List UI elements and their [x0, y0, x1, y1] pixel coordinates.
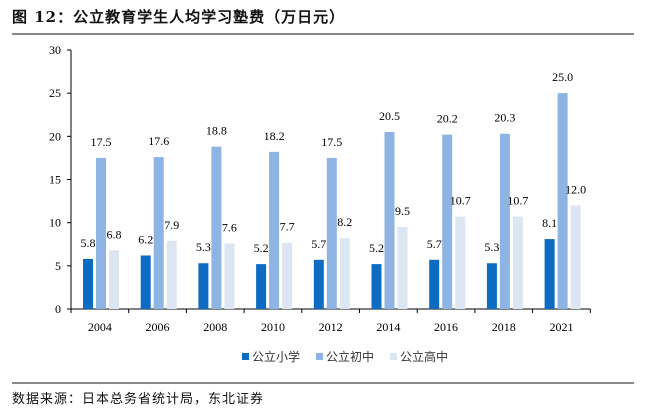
bar: [371, 264, 382, 309]
data-label: 5.8: [81, 236, 96, 250]
y-tick-label: 10: [49, 216, 61, 230]
data-label: 5.2: [254, 241, 269, 255]
legend-item-junior: 公立初中: [315, 348, 374, 365]
x-tick-label: 2018: [492, 320, 516, 334]
data-label: 25.0: [552, 70, 573, 84]
y-tick-label: 15: [49, 173, 61, 187]
bar-chart: 0 5 10 15 20 25 30 2004 5.8 17.5 6.8 2006 6.2 17.6 7.9…: [49, 43, 591, 334]
bar: [96, 157, 106, 309]
data-label: 18.8: [206, 124, 227, 138]
data-label: 20.3: [494, 111, 515, 125]
x-tick-label: 2014: [376, 320, 400, 334]
source-divider: [12, 382, 634, 384]
data-label: 8.2: [337, 215, 352, 229]
data-label: 7.9: [164, 218, 179, 232]
bar: [166, 240, 177, 309]
data-label: 17.6: [148, 134, 169, 148]
data-label: 10.7: [507, 194, 528, 208]
x-tick-label: 2006: [146, 320, 170, 334]
bar: [544, 239, 555, 309]
data-label: 17.5: [321, 135, 342, 149]
data-label: 10.7: [450, 194, 471, 208]
bar: [224, 243, 235, 309]
data-label: 6.8: [107, 227, 122, 241]
data-label: 18.2: [264, 129, 285, 143]
x-tick-label: 2021: [549, 320, 573, 334]
data-label: 6.2: [138, 232, 153, 246]
bar: [109, 250, 119, 309]
bar: [256, 264, 267, 309]
bar: [269, 151, 280, 309]
bar: [153, 157, 164, 309]
data-label: 7.7: [280, 220, 295, 234]
title-divider: [12, 33, 634, 35]
y-tick-label: 20: [49, 129, 61, 143]
bar: [140, 255, 151, 309]
legend: 公立小学 公立初中 公立高中: [0, 348, 660, 365]
bar: [397, 226, 408, 309]
bar: [486, 263, 497, 309]
figure-title: 图 12：公立教育学生人均学习塾费（万日元）: [12, 8, 346, 26]
data-label: 20.2: [437, 112, 458, 126]
x-tick-label: 2012: [319, 320, 343, 334]
data-label: 7.6: [222, 220, 237, 234]
bar: [282, 242, 293, 309]
bar: [429, 259, 440, 309]
legend-item-primary: 公立小学: [241, 348, 300, 365]
y-tick-label: 0: [55, 302, 61, 316]
source-note: 数据来源：日本总务省统计局，东北证券: [12, 392, 265, 407]
y-tick-label: 5: [55, 259, 61, 273]
bar: [455, 216, 466, 309]
bar: [339, 238, 350, 309]
bar: [326, 157, 337, 309]
data-label: 8.1: [542, 216, 557, 230]
x-tick-label: 2010: [261, 320, 285, 334]
data-label: 5.7: [427, 237, 442, 251]
y-tick-label: 25: [49, 86, 61, 100]
bar: [211, 146, 222, 309]
x-tick-label: 2016: [434, 320, 458, 334]
bar: [512, 216, 523, 309]
y-tick-label: 30: [49, 43, 61, 57]
data-label: 5.2: [369, 241, 384, 255]
bar: [198, 263, 209, 309]
bar: [313, 259, 324, 309]
legend-swatch: [390, 353, 397, 360]
data-label: 5.3: [484, 240, 499, 254]
legend-label: 公立初中: [325, 350, 374, 364]
legend-label: 公立高中: [400, 350, 449, 364]
legend-swatch: [241, 353, 249, 360]
bar: [570, 205, 581, 309]
bar: [442, 134, 453, 309]
data-label: 12.0: [565, 182, 586, 196]
bar: [384, 132, 395, 309]
x-tick-label: 2004: [88, 320, 112, 334]
legend-label: 公立小学: [251, 350, 300, 364]
data-label: 20.5: [379, 109, 400, 123]
legend-item-senior: 公立高中: [390, 348, 448, 365]
bar: [557, 93, 568, 310]
legend-swatch: [315, 353, 323, 360]
data-label: 5.7: [311, 237, 326, 251]
data-label: 17.5: [91, 135, 112, 149]
bar: [83, 258, 93, 309]
x-tick-label: 2008: [203, 320, 227, 334]
data-label: 5.3: [196, 240, 211, 254]
bar: [499, 133, 510, 309]
data-label: 9.5: [395, 204, 410, 218]
